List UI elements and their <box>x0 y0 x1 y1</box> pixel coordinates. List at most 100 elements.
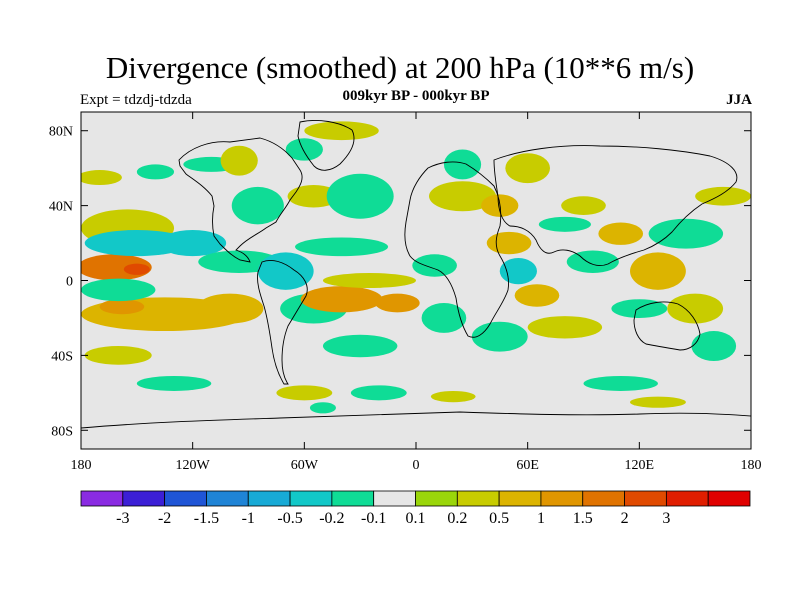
coastline-europe-africa <box>404 161 509 338</box>
colorbar-swatch-0 <box>80 490 124 507</box>
field-anomaly-10 <box>84 346 152 365</box>
y-tick-label-2: 0 <box>66 275 73 290</box>
y-tick-label-4: 80S <box>51 424 73 439</box>
x-tick-label-1: 120W <box>176 458 211 473</box>
field-anomaly-50 <box>695 186 751 206</box>
field-anomaly-43 <box>538 216 591 232</box>
coastline-south-america <box>257 259 308 385</box>
colorbar-label-10: 1 <box>537 510 545 527</box>
field-anomaly-45 <box>598 222 644 245</box>
colorbar-label-8: 0.2 <box>447 510 467 527</box>
colorbar-label-7: 0.1 <box>406 510 426 527</box>
colorbar-swatch-8 <box>415 490 458 507</box>
field-anomaly-18 <box>285 138 323 161</box>
field-anomaly-1 <box>123 263 150 275</box>
field-anomaly-30 <box>309 402 336 414</box>
field-anomaly-27 <box>322 334 398 358</box>
field-anomaly-31 <box>412 254 457 277</box>
colorbar-label-13: 3 <box>662 510 670 527</box>
field-anomaly-19 <box>287 185 340 208</box>
season-label: JJA <box>726 92 752 108</box>
field-anomaly-36 <box>443 149 482 180</box>
field-anomaly-20 <box>326 173 394 219</box>
colorbar-swatch-14 <box>665 490 709 507</box>
colorbar-label-0: -3 <box>116 510 129 527</box>
colorbar-swatch-2 <box>164 490 207 507</box>
colorbar-swatch-15 <box>707 490 751 507</box>
colorbar-swatch-11 <box>540 490 584 507</box>
coastline-australia <box>633 301 701 351</box>
field-anomaly-12 <box>159 229 227 257</box>
x-tick-label-2: 60W <box>291 458 319 473</box>
colorbar-swatch-10 <box>498 490 542 507</box>
time-range-label: 009kyr BP - 000kyr BP <box>342 88 490 104</box>
colorbar-swatch-7 <box>373 490 416 507</box>
field-anomaly-37 <box>486 231 532 255</box>
field-anomaly-29 <box>276 385 333 401</box>
colorbar-swatch-5 <box>289 490 333 507</box>
axis-ticks: 80N 40N 0 40S 80S 180 120W 60W 0 60E 120E 180 <box>49 112 762 473</box>
colorbar-swatch-6 <box>331 490 375 507</box>
field-anomaly-22 <box>257 252 314 290</box>
colorbar-label-6: -0.1 <box>361 510 386 527</box>
field-anomaly-32 <box>421 302 467 333</box>
x-tick-label-3: 0 <box>413 458 420 473</box>
y-tick-label-0: 80N <box>49 125 73 140</box>
x-tick-label-0: 180 <box>71 458 92 473</box>
field-anomaly-6 <box>136 164 175 180</box>
colorbar-swatch-4 <box>247 490 291 507</box>
colorbar-label-2: -1.5 <box>194 510 219 527</box>
colorbar-swatch-12 <box>582 490 625 507</box>
colorbar-swatch-1 <box>122 490 166 507</box>
coastline-north-america <box>178 137 303 263</box>
field-anomaly-5 <box>81 170 122 186</box>
field-anomaly-17 <box>304 121 379 141</box>
field-anomaly-39 <box>471 321 528 352</box>
colorbar-label-11: 1.5 <box>573 510 593 527</box>
field-anomaly-26 <box>322 273 416 288</box>
plot-title: Divergence (smoothed) at 200 hPa (10**6 … <box>105 50 695 85</box>
field-anomaly-9 <box>84 229 189 257</box>
field-anomaly-33 <box>429 181 497 212</box>
field-anomaly-24 <box>300 286 383 313</box>
x-tick-label-4: 60E <box>516 458 539 473</box>
colorbar-swatch-13 <box>624 490 667 507</box>
colorbar-label-12: 2 <box>621 510 629 527</box>
field-anomaly-14 <box>196 293 264 324</box>
field-anomaly-15 <box>231 186 284 225</box>
field-anomaly-46 <box>630 252 686 290</box>
field-anomaly-40 <box>514 284 560 307</box>
y-tick-label-3: 40S <box>51 349 73 364</box>
field-anomaly-38 <box>499 258 537 285</box>
colorbar-swatch-3 <box>206 490 249 507</box>
colorbar-label-3: -1 <box>242 510 255 527</box>
coastline-asia <box>493 145 738 267</box>
field-anomaly-53 <box>430 390 476 403</box>
field-anomaly-48 <box>648 218 724 249</box>
divergence-field <box>81 121 751 414</box>
x-tick-label-5: 120E <box>625 458 655 473</box>
field-anomaly-11 <box>136 375 212 391</box>
colorbar-label-5: -0.2 <box>319 510 344 527</box>
field-anomaly-54 <box>630 396 686 408</box>
field-anomaly-47 <box>611 299 668 318</box>
field-anomaly-28 <box>350 385 407 401</box>
field-anomaly-51 <box>691 331 737 362</box>
field-anomaly-52 <box>583 375 658 391</box>
colorbar: -3 -2 -1.5 -1 -0.5 -0.2 -0.1 0.1 0.2 0.5 1 1.5 2 3 <box>80 490 751 527</box>
x-tick-label-6: 180 <box>741 458 762 473</box>
field-anomaly-41 <box>527 316 603 339</box>
field-anomaly-21 <box>295 237 389 257</box>
coastline-antarctica <box>81 411 751 429</box>
experiment-label: Expt = tdzdj-tdzda <box>80 92 192 108</box>
colorbar-label-1: -2 <box>158 510 171 527</box>
field-anomaly-42 <box>561 196 606 215</box>
field-anomaly-49 <box>667 293 724 324</box>
colorbar-label-9: 0.5 <box>489 510 509 527</box>
field-anomaly-35 <box>505 153 550 184</box>
coastline-greenland <box>297 119 355 171</box>
field-anomaly-3 <box>99 299 145 315</box>
field-anomaly-25 <box>375 293 420 313</box>
coastlines <box>81 119 751 429</box>
